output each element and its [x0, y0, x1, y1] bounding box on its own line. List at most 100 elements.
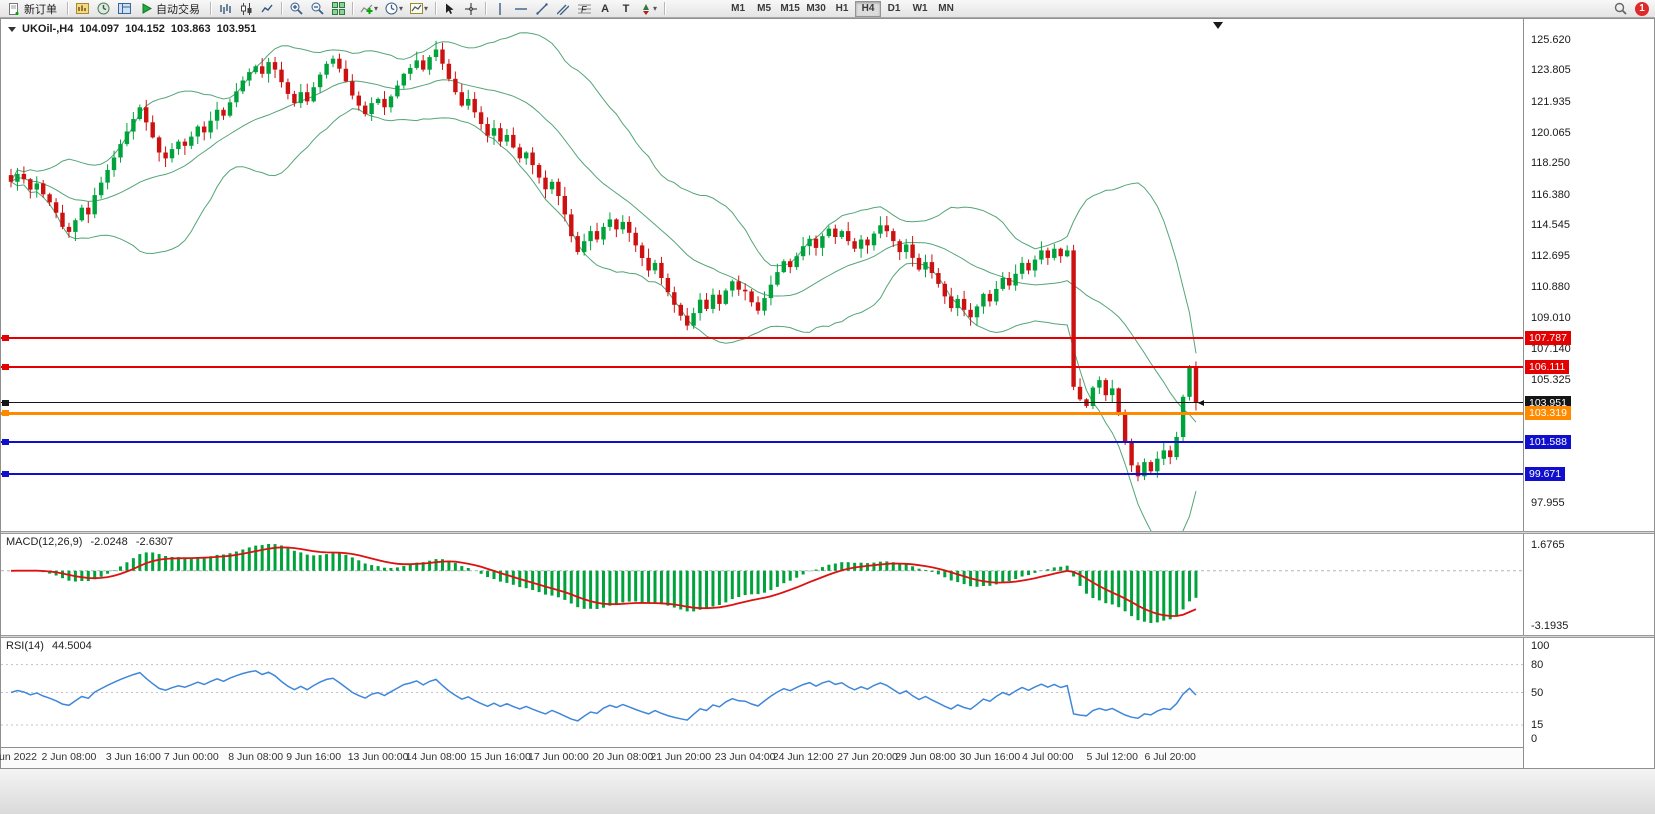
support-line-1-price-label: 101.588	[1525, 435, 1571, 450]
separator	[352, 2, 353, 15]
new-order-button[interactable]: 新订单	[2, 1, 63, 17]
templates-button[interactable]: ▾	[407, 1, 431, 17]
price-axis-label: 121.935	[1531, 95, 1571, 108]
new-order-label: 新订单	[24, 3, 57, 16]
macd-axis[interactable]: 1.6765 -3.1935	[1523, 534, 1654, 635]
notification-badge[interactable]: 1	[1635, 1, 1649, 16]
timeframe-m5-button[interactable]: M5	[751, 1, 777, 17]
periods-button[interactable]: ▾	[382, 1, 406, 17]
pane-splitter[interactable]	[1, 531, 1654, 534]
navigator-button[interactable]	[114, 1, 134, 17]
arrows-tool-button[interactable]: ▾	[637, 1, 660, 17]
channel-button[interactable]	[553, 1, 573, 17]
pivot-line[interactable]	[1, 411, 1523, 415]
line-chart-button[interactable]	[257, 1, 277, 17]
time-axis-label: 2 Jun 08:00	[41, 751, 97, 763]
timeframe-d1-button[interactable]: D1	[881, 1, 907, 17]
search-icon	[1614, 2, 1627, 15]
macd-chart[interactable]	[1, 534, 1523, 635]
timeframe-w1-button[interactable]: W1	[907, 1, 933, 17]
bar-chart-icon	[219, 3, 231, 15]
chevron-down-icon: ▾	[653, 4, 658, 13]
timeframe-m1-button[interactable]: M1	[725, 1, 751, 17]
macd-axis-min: -3.1935	[1531, 620, 1569, 632]
navigator-icon	[117, 2, 131, 15]
pivot-line-price-label: 103.319	[1525, 406, 1571, 421]
horizontal-line-button[interactable]	[511, 1, 531, 17]
charts-button[interactable]	[72, 1, 92, 17]
candlestick-chart-button[interactable]	[236, 1, 256, 17]
price-axis-label: 107.140	[1531, 343, 1571, 356]
timeframe-mn-button[interactable]: MN	[933, 1, 959, 17]
time-axis-label: 3 Jun 16:00	[105, 751, 161, 763]
search-button[interactable]	[1610, 1, 1630, 17]
vertical-line-button[interactable]	[490, 1, 510, 17]
zoom-in-button[interactable]	[286, 1, 306, 17]
timeframe-m30-button[interactable]: M30	[803, 1, 829, 17]
bar-low-value: 103.863	[170, 23, 211, 35]
price-axis[interactable]: 107.787 106.111 103.951 103.319 101.588 99.67…	[1523, 19, 1654, 531]
rsi-pane[interactable]: RSI(14) 44.5004	[1, 638, 1523, 747]
vertical-line-icon	[495, 2, 505, 15]
support-line-2-price-label: 99.671	[1525, 467, 1566, 482]
price-axis-label: 112.695	[1531, 250, 1570, 263]
rsi-chart[interactable]	[1, 638, 1523, 747]
channel-icon	[557, 3, 570, 15]
clock-icon	[385, 2, 398, 15]
symbol-dropdown-icon[interactable]	[8, 26, 16, 32]
time-axis[interactable]: 1 Jun 2022 2 Jun 08:00 3 Jun 16:007 Jun 00…	[0, 747, 1523, 768]
zoom-out-button[interactable]	[307, 1, 327, 17]
time-axis-label: 14 Jun 08:00	[405, 751, 467, 763]
time-axis-label: 24 Jun 12:00	[772, 751, 834, 763]
bar-high-value: 104.152	[125, 23, 165, 35]
separator	[67, 2, 68, 15]
rsi-axis-label: 15	[1531, 719, 1544, 732]
time-axis-label: 8 Jun 08:00	[228, 751, 284, 763]
autotrading-button[interactable]: 自动交易	[135, 1, 206, 17]
macd-pane[interactable]: MACD(12,26,9) -2.0248 -2.6307	[1, 534, 1523, 635]
rsi-axis-label: 0	[1531, 733, 1538, 745]
fibonacci-button[interactable]: F	[574, 1, 594, 17]
timeframe-h4-button[interactable]: H4	[855, 0, 882, 17]
macd-main-value: -2.0248	[90, 536, 128, 548]
pane-splitter[interactable]	[1, 635, 1654, 638]
symbol-timeframe: UKOil-,H4	[22, 23, 74, 35]
timeframe-toolbar: M1 M5 M15 M30 H1 H4 D1 W1 MN	[725, 0, 959, 17]
current-price-line-price-label: 103.951	[1525, 395, 1571, 410]
time-axis-label: 21 Jun 20:00	[650, 751, 712, 763]
time-axis-label: 7 Jun 00:00	[163, 751, 219, 763]
price-chart-pane[interactable]: UKOil-,H4 104.097 104.152 103.863 103.95…	[1, 19, 1523, 531]
timeframe-m15-button[interactable]: M15	[777, 1, 803, 17]
chart-shift-marker[interactable]	[1213, 22, 1223, 29]
text-tool-button[interactable]: A	[595, 1, 615, 17]
current-price-line[interactable]	[1, 402, 1523, 404]
timeframe-h1-button[interactable]: H1	[829, 1, 855, 17]
chevron-down-icon: ▾	[374, 4, 379, 13]
current-price-marker	[1198, 399, 1204, 406]
cursor-button[interactable]	[440, 1, 460, 17]
rsi-axis[interactable]: 100 80 50 15 0	[1523, 638, 1654, 747]
chevron-down-icon: ▾	[424, 4, 429, 13]
autotrading-play-icon	[141, 3, 152, 14]
chart-window: UKOil-,H4 104.097 104.152 103.863 103.95…	[0, 18, 1655, 769]
trendline-button[interactable]	[532, 1, 552, 17]
time-axis-label: 29 Jun 08:00	[895, 751, 956, 763]
crosshair-button[interactable]	[461, 1, 481, 17]
resistance-line-1[interactable]	[1, 337, 1523, 340]
bar-chart-button[interactable]	[215, 1, 235, 17]
add-indicator-button[interactable]: ▾	[357, 1, 381, 17]
chart-title: UKOil-,H4 104.097 104.152 103.863 103.95…	[8, 23, 256, 35]
market-watch-button[interactable]	[93, 1, 113, 17]
resistance-line-2[interactable]	[1, 365, 1523, 368]
price-axis-label: 118.250	[1531, 157, 1570, 170]
macd-signal-value: -2.6307	[135, 536, 174, 548]
support-line-2[interactable]	[1, 473, 1523, 476]
line-chart-icon	[261, 3, 273, 15]
candlestick-chart-icon	[240, 2, 252, 15]
tile-windows-button[interactable]	[328, 1, 348, 17]
candlestick-chart[interactable]	[1, 19, 1523, 531]
time-axis-label: 27 Jun 20:00	[837, 751, 898, 763]
text-label-tool-button[interactable]: T	[616, 1, 636, 17]
support-line-1[interactable]	[1, 441, 1523, 444]
time-axis-label: 15 Jun 16:00	[470, 751, 531, 763]
